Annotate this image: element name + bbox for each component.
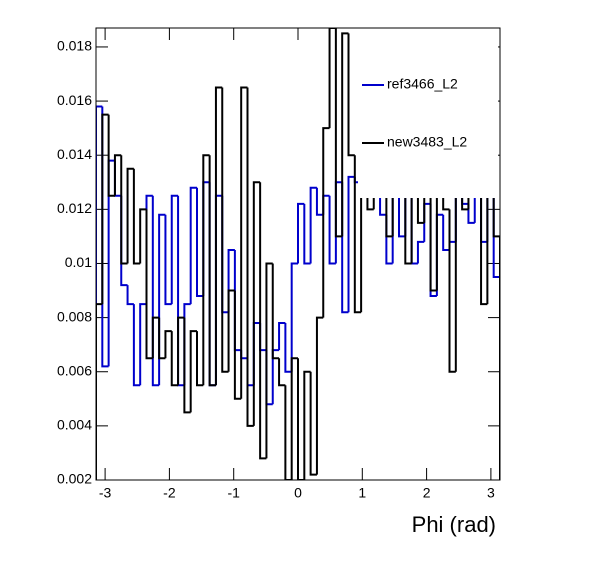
histogram-bin — [202, 154, 210, 386]
histogram-bin — [252, 181, 261, 426]
histogram-bin — [309, 186, 317, 264]
histogram-bin — [297, 358, 305, 480]
histogram-bin — [101, 113, 109, 305]
histogram-bin — [96, 303, 103, 480]
histogram-bin — [126, 285, 134, 306]
y-tick-label: 0.018 — [57, 38, 92, 54]
histogram-bin — [96, 105, 103, 480]
histogram-bin — [278, 322, 286, 351]
histogram-bin — [120, 155, 128, 265]
histogram-bin — [265, 262, 273, 459]
histogram-bin — [297, 202, 305, 264]
histogram-bin — [164, 214, 172, 306]
histogram-bin — [208, 155, 216, 387]
histogram-bin — [259, 182, 267, 460]
histogram-bin — [315, 187, 324, 216]
histogram-bin — [189, 330, 197, 413]
histogram-bin — [151, 195, 160, 387]
histogram-bin — [448, 209, 456, 373]
y-tick-label: 0.01 — [65, 254, 92, 270]
x-axis-label: Phi (rad) — [412, 512, 496, 537]
histogram-bin — [132, 168, 141, 265]
histogram-bin — [347, 33, 355, 157]
x-tick-label: -3 — [99, 485, 112, 501]
legend-label: ref3466_L2 — [387, 76, 458, 92]
histogram-bin — [467, 203, 475, 224]
x-tick-label: -1 — [227, 485, 240, 501]
histogram-bin — [334, 28, 343, 238]
histogram-bin — [139, 208, 147, 264]
histogram-bin — [132, 304, 141, 387]
histogram-bin — [170, 331, 179, 387]
histogram-bin — [303, 203, 311, 265]
histogram-bin — [328, 28, 336, 129]
histogram-bin — [196, 331, 204, 387]
y-tick-label: 0.016 — [57, 92, 92, 108]
y-tick-label: 0.004 — [57, 417, 92, 433]
histogram-bin — [139, 303, 147, 386]
histogram-bin — [303, 370, 311, 480]
legend-label: new3483_L2 — [387, 134, 467, 150]
histogram-bin — [353, 155, 362, 314]
y-tick-label: 0.002 — [57, 471, 92, 487]
histogram-bin — [151, 316, 160, 359]
histogram-bin — [271, 263, 280, 360]
histogram-bin — [290, 357, 298, 480]
histogram-bin — [170, 194, 179, 305]
histogram-bin — [442, 214, 450, 251]
histogram-bin — [416, 240, 425, 264]
histogram-bin — [246, 87, 254, 427]
histogram-bin — [284, 385, 292, 480]
histogram-bin — [315, 316, 324, 475]
histogram-bin — [347, 175, 355, 313]
histogram-bin — [158, 317, 166, 360]
histogram-bin — [183, 317, 191, 414]
histogram-bin — [341, 32, 349, 237]
histogram-bin — [322, 127, 330, 318]
histogram-bin — [214, 86, 223, 386]
x-tick-label: 2 — [423, 485, 431, 501]
plot-frame — [95, 27, 501, 481]
y-tick-label: 0.008 — [57, 308, 92, 324]
histogram-bin — [107, 114, 115, 197]
histogram-bin — [290, 262, 298, 372]
histogram-bin — [113, 154, 122, 196]
legend-box — [358, 28, 498, 198]
x-tick-label: 0 — [294, 485, 302, 501]
histogram-bin — [284, 323, 292, 373]
histogram-bin — [189, 186, 197, 305]
x-tick-label: 1 — [358, 485, 366, 501]
histogram-bin — [398, 195, 406, 238]
histogram-bin — [164, 330, 172, 359]
histogram-bin — [145, 209, 153, 360]
histogram-bin — [233, 290, 242, 400]
histogram-bin — [328, 195, 336, 265]
y-tick-label: 0.006 — [57, 362, 92, 378]
histogram-bin — [221, 87, 229, 373]
histogram-bin — [240, 86, 248, 399]
histogram-bin — [227, 289, 235, 372]
histogram-bin — [309, 371, 317, 476]
histogram-bin — [196, 187, 204, 297]
y-tick-label: 0.014 — [57, 146, 92, 162]
x-tick-label: 3 — [487, 485, 495, 501]
histogram-bin — [278, 358, 286, 387]
x-tick-label: -2 — [163, 485, 176, 501]
histogram-bin — [126, 167, 134, 264]
histogram-bin — [177, 316, 185, 386]
y-tick-label: 0.012 — [57, 200, 92, 216]
